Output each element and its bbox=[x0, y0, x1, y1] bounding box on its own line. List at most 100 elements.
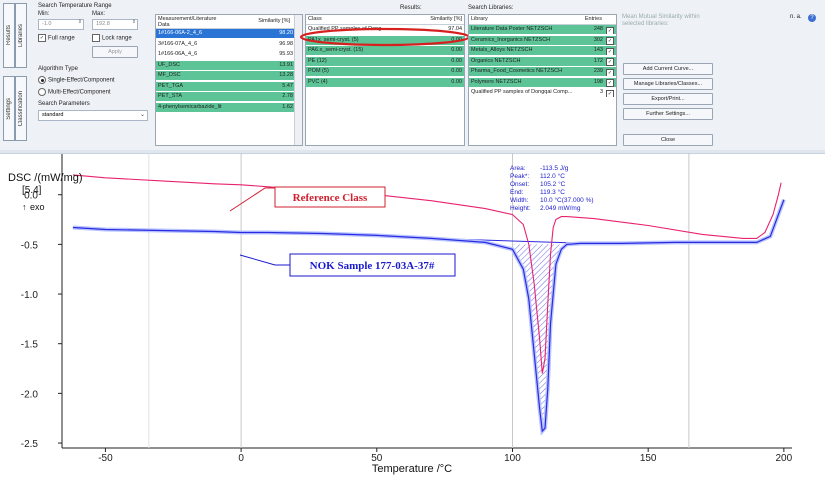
sample-callout-text: NOK Sample 177-03A-37# bbox=[310, 260, 435, 272]
library-checkbox[interactable]: ✓ bbox=[606, 79, 614, 87]
result-row[interactable]: PVC (4) 0.00 bbox=[306, 77, 464, 87]
result-row-name: POM (5) bbox=[308, 68, 329, 74]
min-temp-input[interactable]: -1.0 ⇕ bbox=[38, 19, 84, 30]
chevron-down-icon[interactable]: ⌄ bbox=[139, 112, 145, 118]
library-checkbox[interactable]: ✓ bbox=[606, 89, 614, 97]
result-row[interactable]: PA1x_semi-cryst. (5) 0.00 bbox=[306, 35, 464, 45]
reference-callout-box bbox=[274, 186, 386, 208]
plot-frame bbox=[0, 153, 825, 449]
measurement-row[interactable]: 4-phenylsemicarbazide_lit 1.62 bbox=[156, 102, 295, 112]
library-row-value: 198 bbox=[593, 78, 603, 85]
measurement-row-value: 2.78 bbox=[282, 93, 293, 99]
measurement-row[interactable]: 1#166-06A-2_4_6 98.20 bbox=[156, 29, 295, 38]
max-temp-input[interactable]: 192.8 ⇕ bbox=[92, 19, 138, 30]
result-row-name: PA6.x_semi-cryst. (15) bbox=[308, 47, 364, 53]
library-checkbox[interactable]: ✓ bbox=[606, 47, 614, 55]
search-params-select[interactable]: standard ⌄ bbox=[38, 110, 148, 121]
library-row-name: Qualified PP samples of Dongqai Comp... bbox=[471, 89, 573, 95]
measurement-scrollbar[interactable] bbox=[294, 15, 302, 145]
peak-hatch bbox=[512, 244, 570, 432]
mean-similarity-value: n. a. bbox=[790, 14, 802, 20]
results-similarity-col-header[interactable]: Similarity [%] bbox=[430, 16, 462, 22]
similarity-col-header[interactable]: Similarity [%] bbox=[258, 18, 290, 24]
library-checkbox[interactable]: ✓ bbox=[606, 58, 614, 66]
measurement-row[interactable]: 1#166-06A_4_6 95.93 bbox=[156, 50, 295, 59]
tab-classification[interactable]: Classification bbox=[15, 76, 27, 141]
library-row[interactable]: Ceramics_Inorganics NETZSCH 302 ✓ bbox=[469, 35, 616, 45]
results-table-header: Class Similarity [%] bbox=[306, 15, 464, 25]
axis-ticks: -50 0 50 100 150 200 0.0 -0.5 -1.0 -1.5 -2.0 -2.5 ↑ bbox=[21, 191, 793, 464]
library-row[interactable]: Literature Data Poster NETZSCH 248 ✓ bbox=[469, 25, 616, 34]
close-button[interactable]: Close bbox=[623, 134, 713, 146]
tab-results[interactable]: Results bbox=[3, 3, 15, 68]
lock-range-checkbox[interactable]: Lock range bbox=[92, 34, 132, 42]
measurement-row[interactable]: 3#166-07A_4_6 96.98 bbox=[156, 40, 295, 49]
library-row-value: 143 bbox=[593, 47, 603, 53]
measurement-row-name: MF_DSC bbox=[158, 72, 181, 78]
search-params-value: standard bbox=[42, 112, 64, 118]
result-row-value: 0.00 bbox=[451, 68, 462, 74]
chart-background bbox=[0, 153, 825, 500]
tab-settings[interactable]: Settings bbox=[3, 76, 15, 141]
library-row-value: 248 bbox=[593, 26, 603, 32]
multi-effect-radio[interactable]: Multi-Effect/Component bbox=[38, 88, 111, 96]
tab-libraries-label: Libraries bbox=[18, 23, 24, 47]
measurement-row-name: PET_TGA bbox=[158, 82, 184, 89]
result-row-value: 0.00 bbox=[451, 57, 462, 64]
library-row[interactable]: Pharma_Food_Cosmetics NETZSCH 239 ✓ bbox=[469, 67, 616, 76]
measurement-row-name: PET_STA bbox=[158, 93, 183, 99]
result-row[interactable]: PE (12) 0.00 bbox=[306, 56, 464, 66]
measurement-row[interactable]: PET_TGA 5.47 bbox=[156, 81, 295, 91]
entries-col-header[interactable]: Entries bbox=[584, 16, 602, 22]
add-current-curve-button[interactable]: Add Current Curve... bbox=[623, 63, 713, 75]
library-checkbox[interactable]: ✓ bbox=[606, 26, 614, 34]
result-row[interactable]: POM (5) 0.00 bbox=[306, 67, 464, 76]
measurement-row-value: 98.20 bbox=[279, 30, 293, 36]
exo-label: exo bbox=[30, 202, 45, 212]
tab-libraries[interactable]: Libraries bbox=[15, 3, 27, 68]
y-axis-bracket: [5.4] bbox=[22, 185, 42, 196]
tab-settings-label: Settings bbox=[6, 97, 12, 120]
further-settings-button[interactable]: Further Settings... bbox=[623, 108, 713, 120]
full-range-checkbox[interactable]: ✓ Full range bbox=[38, 34, 75, 42]
class-col-header[interactable]: Class bbox=[308, 16, 322, 22]
result-row-name: PE (12) bbox=[308, 57, 327, 64]
results-title: Results: bbox=[400, 5, 422, 11]
export-print-button[interactable]: Export/Print... bbox=[623, 93, 713, 105]
library-col-header[interactable]: Library bbox=[471, 16, 488, 22]
library-row[interactable]: Polymers NETZSCH 198 ✓ bbox=[469, 77, 616, 87]
apply-button[interactable]: Apply bbox=[92, 46, 138, 58]
library-row-value: 239 bbox=[593, 68, 603, 74]
manage-libraries-button[interactable]: Manage Libraries/Classes... bbox=[623, 78, 713, 90]
annotation-key: Height: bbox=[510, 205, 531, 212]
measurement-row[interactable]: MF_DSC 13.28 bbox=[156, 71, 295, 80]
library-row-name: Pharma_Food_Cosmetics NETZSCH bbox=[471, 68, 563, 74]
measurement-row-name: 1#166-06A_4_6 bbox=[158, 51, 198, 57]
callouts: Reference Class NOK Sample 177-03A-37# bbox=[229, 186, 456, 277]
algorithm-type-title: Algorithm Type bbox=[38, 66, 78, 72]
dsc-chart[interactable]: -50 0 50 100 150 2000.0-0.5-1.0-1.5-2.0-2.5↑ … bbox=[0, 153, 825, 500]
library-checkbox[interactable]: ✓ bbox=[606, 68, 614, 76]
measurement-row[interactable]: UF_DSC 13.91 bbox=[156, 60, 295, 70]
measurement-row[interactable]: PET_STA 2.78 bbox=[156, 92, 295, 101]
lock-range-label: Lock range bbox=[102, 35, 132, 42]
measurement-row-name: UF_DSC bbox=[158, 61, 181, 68]
result-row[interactable]: PA6.x_semi-cryst. (15) 0.00 bbox=[306, 46, 464, 55]
library-row[interactable]: Organics NETZSCH 172 ✓ bbox=[469, 56, 616, 66]
single-effect-radio[interactable]: Single-Effect/Component bbox=[38, 76, 115, 84]
measurement-row-name: 1#166-06A-2_4_6 bbox=[158, 30, 203, 36]
y-tick-label: -2.5 bbox=[21, 439, 39, 450]
measurement-row-value: 13.28 bbox=[279, 72, 293, 78]
full-range-label: Full range bbox=[48, 35, 75, 42]
measurement-col-header[interactable]: Measurement/Literature Data bbox=[158, 16, 217, 28]
result-row-value: 0.00 bbox=[451, 36, 462, 43]
spin-arrows-icon[interactable]: ⇕ bbox=[77, 19, 82, 25]
library-row[interactable]: Metals_Alloys NETZSCH 143 ✓ bbox=[469, 46, 616, 55]
help-icon[interactable]: ? bbox=[808, 14, 816, 22]
result-row-value: 0.00 bbox=[451, 78, 462, 85]
spin-arrows-icon[interactable]: ⇕ bbox=[131, 19, 136, 25]
measurement-row-value: 1.62 bbox=[282, 103, 293, 110]
library-row[interactable]: Qualified PP samples of Dongqai Comp... 3… bbox=[469, 88, 616, 97]
library-checkbox[interactable]: ✓ bbox=[606, 37, 614, 45]
peak-annotation: Area: -113.5 J/g Peak*: 112.0 °C Onset: 105.2… bbox=[510, 165, 594, 212]
